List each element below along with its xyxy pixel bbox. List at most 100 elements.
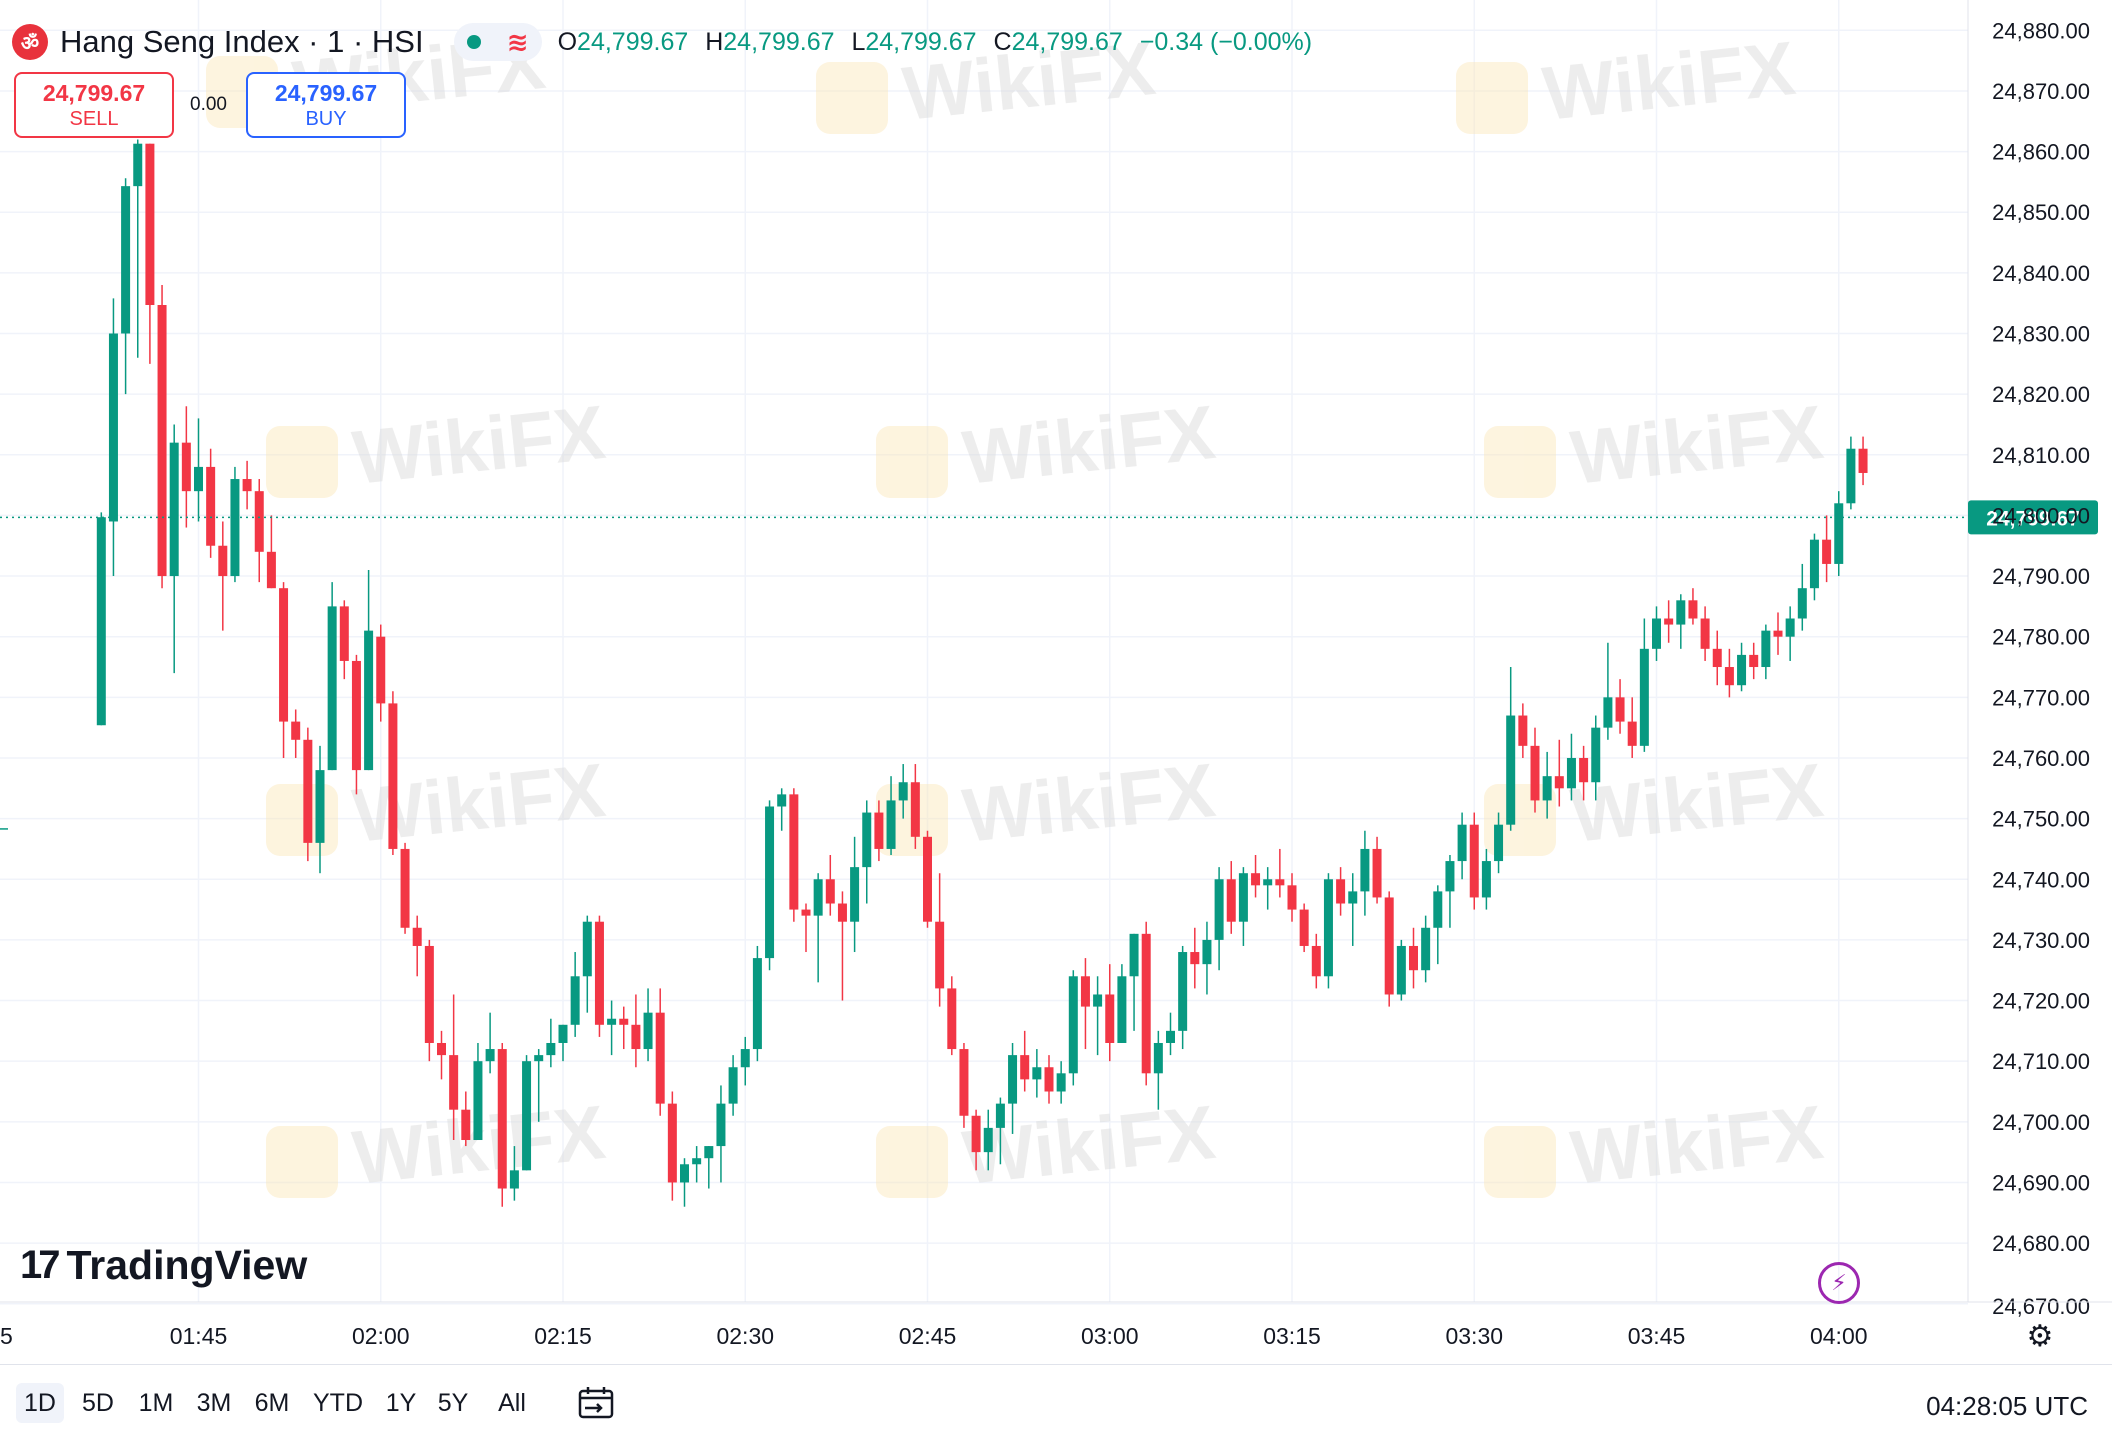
range-button-1y[interactable]: 1Y <box>385 1388 417 1417</box>
ohlc-change-value: −0.34 (−0.00%) <box>1139 27 1313 56</box>
range-button-1m[interactable]: 1M <box>138 1388 174 1417</box>
time-tick-label: 03:00 <box>1081 1323 1139 1349</box>
candle-body <box>558 1024 568 1043</box>
candle-body <box>412 927 422 946</box>
candle-body <box>910 782 920 837</box>
candle-body <box>850 867 860 922</box>
range-button-3m[interactable]: 3M <box>196 1388 232 1417</box>
candle-body <box>424 945 434 1043</box>
candle-body <box>1251 873 1261 886</box>
candle-body <box>631 1024 641 1050</box>
candle-body <box>364 630 374 771</box>
candle-body <box>1579 757 1589 783</box>
candle-body <box>449 1055 459 1110</box>
tradingview-logo[interactable]: 17 TradingView <box>20 1242 307 1289</box>
price-tick-label: 24,770.00 <box>1992 685 2090 710</box>
price-tick-label: 24,840.00 <box>1992 261 2090 286</box>
time-tick-label: 03:30 <box>1445 1323 1503 1349</box>
sell-button[interactable]: 24,799.67 SELL <box>14 72 174 138</box>
bottom-toolbar: 1D 5D 1M 3M 6M YTD 1Y 5Y All 04:28:05 UTC <box>0 1364 2112 1441</box>
data-delay-icon: ≋ <box>506 26 529 57</box>
buy-button[interactable]: 24,799.67 BUY <box>246 72 406 138</box>
candle-body <box>1348 891 1358 904</box>
price-tick-label: 24,820.00 <box>1992 382 2090 407</box>
utc-clock[interactable]: 04:28:05 UTC <box>1926 1391 2088 1421</box>
candle-body <box>582 921 592 977</box>
wikifx-watermark-icon <box>876 426 948 498</box>
chart-settings-gear-icon[interactable]: ⚙ <box>2026 1320 2054 1353</box>
candle-body <box>254 491 264 552</box>
lightning-icon[interactable]: ⚡ <box>1818 1262 1860 1304</box>
wikifx-watermark-text: WikiFX <box>959 748 1219 859</box>
price-tick-label: 24,830.00 <box>1992 322 2090 347</box>
range-button-1d[interactable]: 1D <box>16 1383 64 1423</box>
candle-body <box>1785 618 1795 637</box>
candle-body <box>1190 952 1200 965</box>
candle-body <box>1056 1073 1066 1092</box>
sell-price: 24,799.67 <box>42 80 146 106</box>
sell-label: SELL <box>69 108 119 130</box>
candle-body <box>1494 824 1504 862</box>
candle-body <box>1372 848 1382 898</box>
hsi-logo-icon: ॐ <box>12 24 48 60</box>
candle-body <box>825 879 835 904</box>
candle-body <box>1615 697 1625 722</box>
range-button-ytd[interactable]: YTD <box>313 1388 363 1417</box>
ohlc-open-value: 24,799.67 <box>577 27 689 56</box>
candle-body <box>1603 697 1613 728</box>
candle-body <box>266 551 276 589</box>
candle-body <box>1858 448 1868 473</box>
symbol-title[interactable]: Hang Seng Index · 1 · HSI <box>60 24 424 59</box>
candle-body <box>121 186 131 334</box>
candle-body <box>339 606 349 661</box>
range-button-5y[interactable]: 5Y <box>437 1388 469 1417</box>
wikifx-watermark-icon <box>1456 62 1528 134</box>
time-tick-label: 02:15 <box>534 1323 592 1349</box>
candle-body <box>655 1012 665 1104</box>
status-indicators[interactable]: ≋ <box>453 23 542 61</box>
candle-body <box>1749 654 1759 668</box>
candle-body <box>242 479 252 492</box>
go-to-date-calendar-icon[interactable] <box>576 1385 616 1421</box>
price-tick-label: 24,880.00 <box>1992 18 2090 43</box>
candle-body <box>1166 1030 1175 1043</box>
candle-body <box>1421 927 1431 971</box>
candle-body <box>1360 848 1370 892</box>
candle-body <box>218 545 228 577</box>
candle-body <box>971 1115 981 1153</box>
candle-body <box>1518 715 1528 746</box>
candle-body <box>692 1158 702 1165</box>
price-tick-label: 24,680.00 <box>1992 1231 2090 1256</box>
candle-body <box>1481 861 1491 898</box>
buy-label: BUY <box>305 108 347 130</box>
candle-body <box>594 921 604 1025</box>
candle-body <box>1834 503 1844 564</box>
time-tick-label: 01:45 <box>170 1323 228 1349</box>
candle-body <box>1384 897 1394 995</box>
candle-body <box>1287 885 1297 910</box>
candle-body <box>169 442 179 577</box>
price-tick-label: 24,690.00 <box>1992 1170 2090 1195</box>
candle-body <box>1542 776 1552 801</box>
wikifx-watermark-text: WikiFX <box>1567 1090 1827 1201</box>
time-tick-label: 03:45 <box>1628 1323 1686 1349</box>
tradingview-mark-icon: 17 <box>20 1243 60 1287</box>
candle-body <box>1627 721 1637 746</box>
candle-body <box>315 770 325 843</box>
candle-body <box>935 921 945 989</box>
candle-body <box>886 800 896 849</box>
candle-body <box>1141 933 1151 1074</box>
candle-body <box>1323 879 1333 977</box>
candle-body <box>1396 945 1406 995</box>
range-button-all[interactable]: All <box>498 1388 526 1417</box>
price-tick-label: 24,860.00 <box>1992 140 2090 165</box>
candle-body <box>291 721 301 740</box>
range-button-6m[interactable]: 6M <box>254 1388 290 1417</box>
price-tick-label: 24,730.00 <box>1992 928 2090 953</box>
range-button-5d[interactable]: 5D <box>82 1388 114 1417</box>
symbol-legend: ॐ Hang Seng Index · 1 · HSI ≋ O24,799.67… <box>12 20 1312 64</box>
candle-body <box>1639 648 1649 746</box>
candle-body <box>485 1049 495 1062</box>
candle-body <box>959 1049 969 1116</box>
